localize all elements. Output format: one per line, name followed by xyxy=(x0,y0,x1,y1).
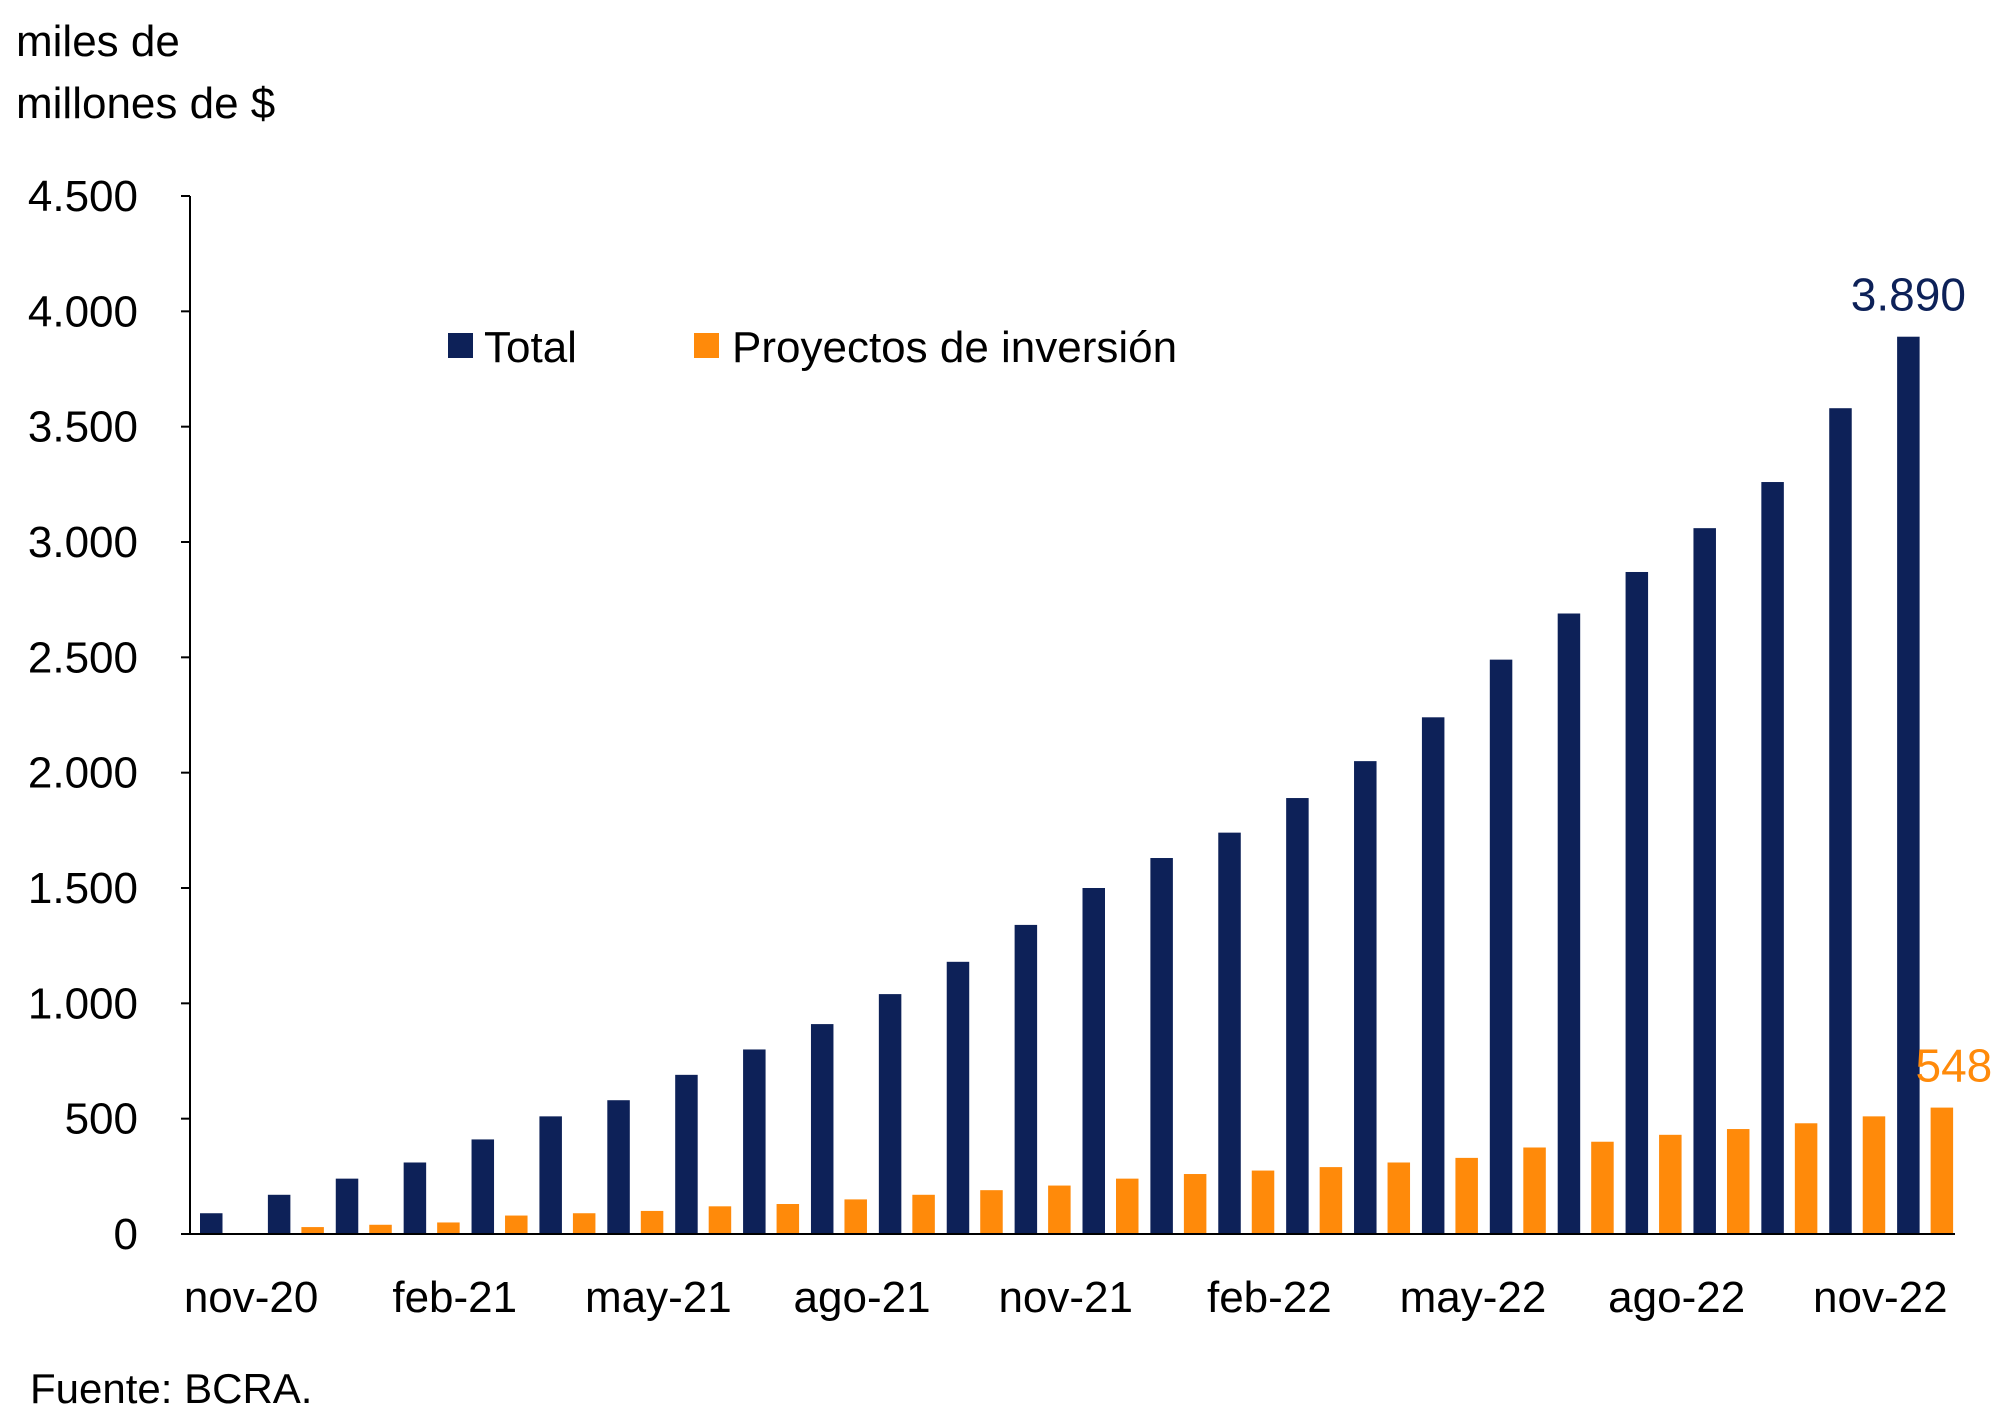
bar-proyectos xyxy=(980,1190,1003,1234)
data-labels: 3.890 548 xyxy=(1851,269,1992,1092)
bar-total xyxy=(200,1213,223,1234)
y-tick-label: 4.000 xyxy=(28,287,138,336)
bar-proyectos xyxy=(1794,1123,1818,1234)
bar-total xyxy=(1557,613,1581,1234)
bar-total xyxy=(335,1178,359,1234)
bar-total xyxy=(675,1074,698,1234)
bar-proyectos xyxy=(1251,1170,1275,1234)
legend-label-proyectos: Proyectos de inversión xyxy=(732,323,1177,372)
series-total-bars xyxy=(200,336,1920,1234)
bar-proyectos xyxy=(505,1215,528,1234)
bar-total xyxy=(1150,858,1173,1234)
bar-proyectos xyxy=(640,1210,664,1234)
bar-total xyxy=(1761,482,1784,1234)
legend: Total Proyectos de inversión xyxy=(448,323,1177,372)
bar-proyectos xyxy=(1930,1107,1954,1234)
legend-swatch-proyectos xyxy=(694,333,719,358)
bar-total xyxy=(539,1116,562,1234)
x-tick-label: ago-21 xyxy=(794,1273,931,1322)
bar-proyectos xyxy=(1659,1134,1682,1234)
bar-total xyxy=(1693,528,1716,1234)
bar-proyectos xyxy=(708,1206,732,1234)
bar-proyectos xyxy=(437,1222,460,1234)
y-tick-label: 1.500 xyxy=(28,864,138,913)
y-tick-label: 3.500 xyxy=(28,403,138,452)
legend-label-total: Total xyxy=(484,323,577,372)
y-tick-label: 1.000 xyxy=(28,979,138,1028)
bar-proyectos xyxy=(776,1204,800,1234)
source-note: Fuente: BCRA. xyxy=(30,1365,312,1412)
bar-total xyxy=(1218,832,1241,1234)
bar-total xyxy=(743,1049,766,1234)
bar-total xyxy=(1625,571,1649,1234)
x-tick-label: nov-20 xyxy=(184,1273,319,1322)
bar-proyectos xyxy=(572,1213,596,1234)
bar-total xyxy=(1014,924,1038,1234)
bar-total xyxy=(1286,798,1309,1234)
bar-total xyxy=(946,961,970,1234)
data-label-total-last: 3.890 xyxy=(1851,269,1966,321)
y-tick-label: 2.000 xyxy=(28,749,138,798)
bar-proyectos xyxy=(1862,1116,1886,1234)
bar-total xyxy=(1897,336,1920,1234)
x-tick-label: feb-21 xyxy=(392,1273,517,1322)
series-proyectos-bars xyxy=(233,1107,1954,1234)
legend-swatch-total xyxy=(448,333,473,358)
y-axis-label-line-2: millones de $ xyxy=(16,79,275,128)
bar-proyectos xyxy=(844,1199,867,1234)
bar-proyectos xyxy=(1048,1185,1071,1234)
bar-total xyxy=(267,1194,291,1234)
x-tick-label: may-21 xyxy=(585,1273,732,1322)
bar-proyectos xyxy=(1387,1162,1411,1234)
bar-proyectos xyxy=(1183,1174,1207,1234)
y-axis-label-line-1: miles de xyxy=(16,17,180,66)
bar-proyectos xyxy=(1116,1178,1139,1234)
x-tick-label: may-22 xyxy=(1400,1273,1547,1322)
bar-total xyxy=(607,1100,630,1234)
bar-total xyxy=(403,1162,427,1234)
bar-proyectos xyxy=(912,1194,935,1234)
y-axis-ticks: 0 500 1.000 1.500 2.000 2.500 3.000 3.500 4.000 4… xyxy=(28,172,190,1259)
bar-total xyxy=(1354,761,1377,1234)
bar-total xyxy=(878,994,902,1234)
bar-total xyxy=(471,1139,495,1234)
y-tick-label: 500 xyxy=(65,1095,138,1144)
bar-total xyxy=(1489,659,1513,1234)
y-tick-label: 3.000 xyxy=(28,518,138,567)
x-tick-label: nov-21 xyxy=(998,1273,1133,1322)
data-label-proyectos-last: 548 xyxy=(1915,1040,1992,1092)
bar-proyectos xyxy=(301,1227,324,1234)
bar-proyectos xyxy=(1726,1129,1750,1234)
x-tick-label: feb-22 xyxy=(1207,1273,1332,1322)
y-tick-label: 0 xyxy=(114,1210,138,1259)
bar-total xyxy=(1421,717,1445,1234)
x-tick-label: nov-22 xyxy=(1813,1273,1948,1322)
bar-total xyxy=(810,1024,834,1234)
bar-proyectos xyxy=(1319,1167,1343,1234)
bar-total xyxy=(1829,408,1852,1234)
bar-proyectos xyxy=(1591,1141,1614,1234)
y-tick-label: 4.500 xyxy=(28,172,138,221)
x-tick-label: ago-22 xyxy=(1608,1273,1745,1322)
y-tick-label: 2.500 xyxy=(28,633,138,682)
bar-proyectos xyxy=(1523,1147,1546,1234)
x-axis-ticks: nov-20 feb-21 may-21 ago-21 nov-21 feb-22 may-… xyxy=(184,1273,1948,1322)
bar-total xyxy=(1082,888,1105,1234)
bar-proyectos xyxy=(1455,1157,1478,1234)
bar-proyectos xyxy=(369,1224,392,1234)
